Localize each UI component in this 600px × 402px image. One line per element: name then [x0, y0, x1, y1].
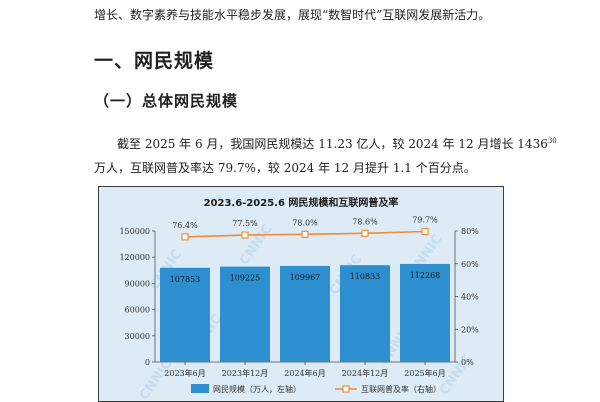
y-right-tick-label: 60% [461, 260, 479, 269]
bar [280, 265, 330, 362]
y-right-tick-label: 80% [461, 227, 479, 236]
x-tick-label: 2023年12月 [222, 368, 269, 378]
line-point [421, 227, 429, 236]
bar [220, 266, 270, 362]
y-right-tick-label: 40% [461, 293, 479, 302]
x-tick-label: 2023年6月 [164, 368, 205, 378]
bar-value-label: 107853 [170, 275, 201, 284]
paragraph-line-1: 截至 2025 年 6 月，我国网民规模达 11.23 亿人，较 2024 年 … [94, 129, 557, 156]
bar-value-label: 110833 [350, 272, 381, 281]
line-value-label: 78.0% [292, 218, 318, 227]
legend-line-label: 互联网普及率（右轴） [361, 384, 441, 394]
y-right-tick-label: 0% [461, 358, 474, 367]
bar-value-label: 109967 [290, 273, 321, 282]
line-value-label: 78.6% [352, 217, 378, 226]
y-left-tick-label: 30000 [125, 332, 150, 341]
bar [160, 267, 210, 362]
footnote-marker: 30 [547, 137, 557, 145]
y-left-tick-label: 0 [145, 358, 150, 367]
legend-bar-swatch [191, 384, 209, 393]
line-point [241, 231, 249, 239]
chart-figure: CNNICCNNICCNNICCNNICCNNICCNNICCNNICCNNIC… [98, 186, 504, 402]
paragraph-line-2: 万人，互联网普及率达 79.7%，较 2024 年 12 月提升 1.1 个百分… [94, 161, 476, 175]
chart-svg: CNNICCNNICCNNICCNNICCNNICCNNICCNNICCNNIC… [99, 187, 503, 401]
chart-title: 2023.6-2025.6 网民规模和互联网普及率 [204, 196, 399, 209]
x-tick-label: 2024年12月 [342, 368, 389, 378]
y-left-tick-label: 120000 [119, 253, 150, 262]
line-value-label: 76.4% [172, 221, 198, 230]
body-paragraph: 截至 2025 年 6 月，我国网民规模达 11.23 亿人，较 2024 年 … [94, 129, 557, 180]
paragraph-line-1-text: 截至 2025 年 6 月，我国网民规模达 11.23 亿人，较 2024 年 … [117, 137, 548, 151]
intro-text: 增长、数字素养与技能水平稳步发展，展现“数智时代”互联网发展新活力。 [94, 8, 491, 22]
bar [340, 265, 390, 362]
x-tick-label: 2024年6月 [284, 368, 325, 378]
x-tick-label: 2025年6月 [404, 368, 445, 378]
section-subheading: （一）总体网民规模 [94, 92, 239, 110]
legend-bar-label: 网民规模（万人，左轴） [213, 384, 301, 394]
y-right-tick-label: 20% [461, 325, 479, 334]
section-heading: 一、网民规模 [94, 50, 215, 72]
y-left-tick-label: 60000 [125, 306, 150, 315]
line-point [301, 230, 309, 238]
bar-value-label: 112268 [410, 271, 441, 280]
y-left-tick-label: 90000 [125, 279, 150, 288]
y-left-tick-label: 150000 [119, 227, 150, 236]
legend-line-marker [342, 385, 350, 393]
line-point [361, 229, 369, 237]
line-value-label: 77.5% [232, 219, 258, 228]
bar-value-label: 109225 [230, 274, 261, 283]
line-point [181, 233, 189, 241]
bar [400, 263, 450, 362]
line-value-label: 79.7% [412, 215, 438, 224]
